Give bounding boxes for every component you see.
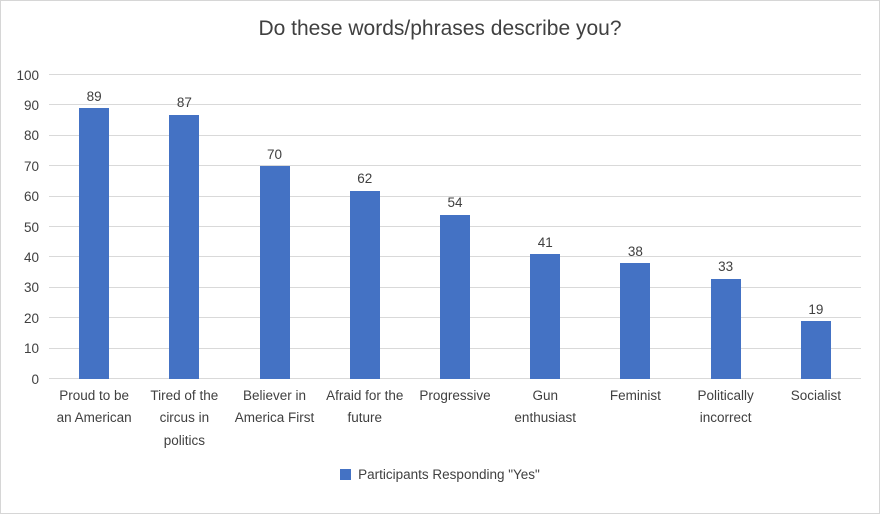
bar [620,263,651,379]
bar-slot: 54 [410,75,500,379]
bar-slot: 33 [681,75,771,379]
bar [259,166,290,379]
category-label: Believer in America First [234,388,315,426]
y-tick-label: 80 [23,128,39,144]
bar-value-label: 89 [86,88,102,104]
bar [349,190,380,379]
x-axis-labels: Proud to be an American Tired of the circ… [49,385,861,452]
bar-value-label: 62 [357,171,373,187]
bar-value-label: 38 [627,243,643,259]
gridline [49,134,861,136]
bar-value-label: 19 [808,301,824,317]
bar-slot: 38 [590,75,680,379]
y-tick-label: 40 [23,249,39,265]
y-tick-label: 50 [23,219,39,235]
y-tick-label: 0 [31,371,39,387]
category-label: Socialist [790,388,841,403]
bar-slot: 70 [229,75,319,379]
category-label: Gun enthusiast [514,388,576,426]
y-tick-label: 100 [16,67,39,83]
category-label: Progressive [419,388,491,403]
category-label: Politically incorrect [697,388,754,426]
bar [710,278,741,379]
y-tick-label: 20 [23,310,39,326]
bar [439,214,470,379]
legend-label: Participants Responding "Yes" [358,467,540,482]
y-tick-label: 90 [23,97,39,113]
y-tick-label: 70 [23,158,39,174]
bar-slot: 19 [771,75,861,379]
bar [800,321,831,379]
gridline [49,195,861,197]
bar [169,114,200,379]
gridline [49,104,861,106]
bar [530,254,561,379]
bar-value-label: 41 [537,234,553,250]
y-axis: 0 10 20 30 40 50 60 70 80 90 100 [5,68,43,385]
category-label: Proud to be an American [56,388,132,426]
legend-swatch [340,469,352,480]
bar-value-label: 70 [267,146,283,162]
y-tick-label: 60 [23,188,39,204]
chart-title: Do these words/phrases describe you? [258,17,622,40]
gridline [49,74,861,75]
bar-value-label: 87 [176,95,192,111]
bar-slot: 87 [139,75,229,379]
bar-value-label: 54 [447,195,463,211]
category-label: Afraid for the future [326,388,404,426]
bar-slot: 41 [500,75,590,379]
bar-slot: 62 [320,75,410,379]
y-tick-label: 30 [23,280,39,296]
category-label: Feminist [609,388,661,403]
bar-slots: 89 87 70 62 54 41 38 33 19 [49,75,861,379]
legend: Participants Responding "Yes" [1,467,879,482]
plot-area: 89 87 70 62 54 41 38 33 19 [49,74,861,379]
bar-slot: 89 [49,75,139,379]
bar [79,108,110,379]
category-label: Tired of the circus in politics [150,388,219,448]
bar-value-label: 33 [718,259,734,275]
y-tick-label: 10 [23,340,39,356]
gridline [49,165,861,167]
